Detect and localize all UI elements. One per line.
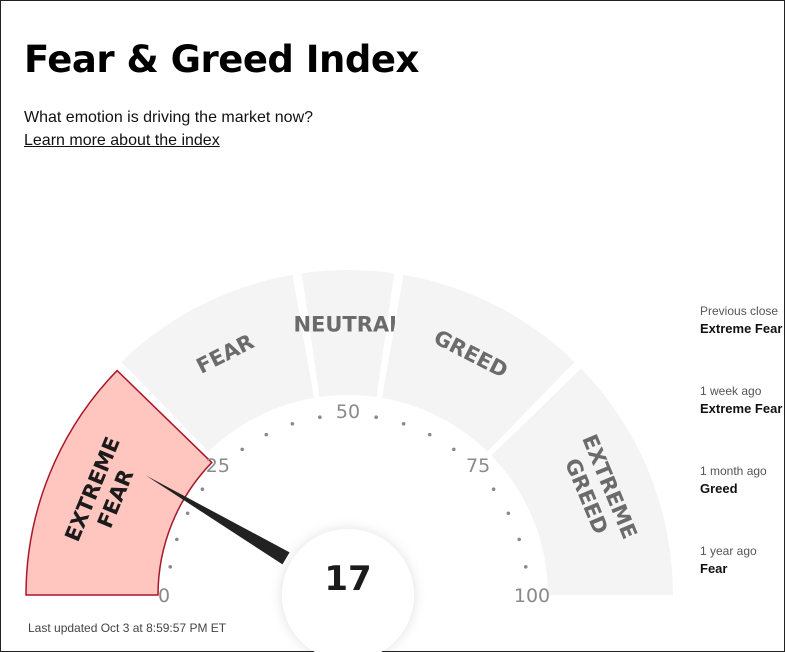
history-item-1-year[interactable]: 1 year ago Fear	[700, 544, 785, 578]
gauge-tick-label: 25	[206, 455, 230, 477]
gauge-dot	[374, 415, 378, 420]
gauge-dot	[491, 487, 496, 491]
history-value: Greed	[700, 481, 738, 496]
gauge-tick-labels: 0 25 50 75 100	[158, 401, 550, 607]
gauge-dot	[264, 432, 269, 437]
gauge-tick-label: 100	[514, 585, 550, 607]
gauge-tick-label: 75	[466, 455, 490, 477]
gauge-segment-label-neutral: NEUTRAL	[293, 313, 402, 337]
page-subtitle: What emotion is driving the market now?	[24, 109, 314, 126]
history-label: 1 month ago	[700, 464, 767, 478]
gauge-dots	[168, 415, 528, 569]
history-item-previous-close[interactable]: Previous close Extreme Fear	[700, 304, 785, 338]
page-title: Fear & Greed Index	[24, 38, 419, 81]
history-value: Extreme Fear	[700, 401, 783, 416]
gauge-hub	[282, 529, 414, 652]
last-updated-text: Last updated Oct 3 at 8:59:57 PM ET	[28, 621, 227, 635]
gauge-segment-extreme-greed	[491, 368, 673, 595]
history-label: 1 week ago	[700, 384, 762, 398]
gauge-tick-label: 50	[336, 401, 360, 423]
history-value: Extreme Fear	[700, 321, 783, 336]
history-label: Previous close	[700, 304, 779, 318]
gauge-value: 17	[324, 559, 371, 599]
gauge-segment-greed	[382, 274, 575, 452]
gauge-dot	[240, 447, 244, 452]
gauge-tick-label: 0	[158, 585, 170, 607]
gauge-dot	[318, 415, 322, 420]
gauge-needle	[145, 475, 290, 565]
history-item-1-week[interactable]: 1 week ago Extreme Fear	[700, 384, 785, 418]
gauge-dot	[506, 511, 511, 516]
needle-pointer	[145, 475, 290, 565]
gauge-dot	[427, 432, 432, 437]
gauge-dot	[452, 447, 456, 452]
learn-more-link[interactable]: Learn more about the index	[24, 132, 220, 149]
gauge-dot	[401, 422, 406, 426]
gauge-segment-neutral	[301, 270, 395, 398]
gauge-dot	[523, 565, 528, 569]
history-label: 1 year ago	[700, 544, 757, 558]
gauge-dot	[290, 422, 295, 426]
gauge-segment-extreme-fear	[25, 369, 213, 596]
gauge-segment-fear	[121, 274, 314, 452]
gauge-dot	[200, 487, 205, 491]
history-value: Fear	[700, 561, 728, 576]
history-item-1-month[interactable]: 1 month ago Greed	[700, 464, 785, 498]
gauge-dot	[517, 537, 521, 542]
gauge-dot	[168, 565, 173, 569]
gauge-dot	[185, 511, 190, 516]
gauge-dot	[175, 537, 179, 542]
